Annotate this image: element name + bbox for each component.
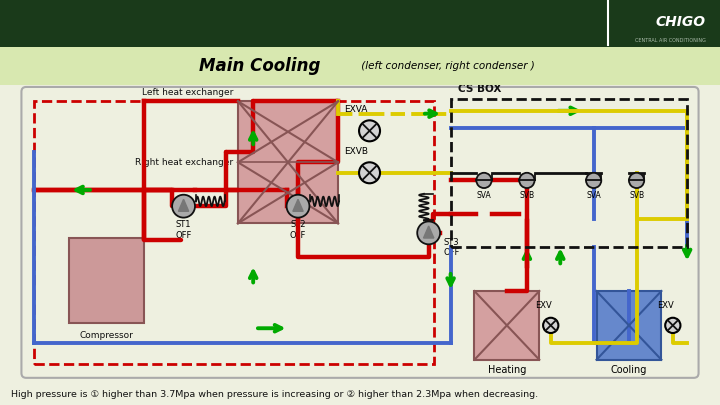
Text: EXVA: EXVA [344,104,368,114]
Text: ST2
OFF: ST2 OFF [290,220,306,240]
Text: CENTRAL AIR CONDITIONING: CENTRAL AIR CONDITIONING [635,38,706,43]
Polygon shape [293,199,303,211]
Text: ST3
OFF: ST3 OFF [444,238,460,257]
Text: Heating: Heating [487,365,526,375]
Text: High pressure is ① higher than 3.7Mpa when pressure is increasing or ② higher th: High pressure is ① higher than 3.7Mpa wh… [11,390,538,399]
Circle shape [172,195,195,217]
Bar [596,291,662,360]
Text: EXV: EXV [657,301,674,310]
Wedge shape [576,16,589,34]
Text: EXVB: EXVB [344,147,368,156]
Text: Left heat exchanger: Left heat exchanger [142,88,233,98]
Circle shape [586,173,601,188]
Text: SVB: SVB [519,191,534,200]
Bar [451,99,687,247]
Text: SVA: SVA [477,191,491,200]
Wedge shape [584,9,600,23]
Circle shape [359,162,380,183]
Circle shape [543,318,559,333]
Circle shape [572,5,606,42]
Text: CHIGO: CHIGO [656,15,706,29]
Polygon shape [179,199,189,211]
FancyBboxPatch shape [22,87,698,378]
Circle shape [665,318,680,333]
Text: Compressor: Compressor [79,331,133,340]
Text: SVA: SVA [586,191,601,200]
Circle shape [417,222,440,244]
Circle shape [519,173,534,188]
Text: Right heat exchanger: Right heat exchanger [135,158,233,167]
Circle shape [287,195,310,217]
Circle shape [629,173,644,188]
Text: Main Cooling: Main Cooling [199,57,320,75]
Bar [69,238,143,324]
Text: Cooling: Cooling [611,365,647,375]
Text: SVB: SVB [629,191,644,200]
Text: EXV: EXV [535,301,552,310]
Text: (left condenser, right condenser ): (left condenser, right condenser ) [358,61,535,70]
Text: CS BOX: CS BOX [458,84,502,94]
Bar [474,291,539,360]
Wedge shape [589,23,601,38]
Polygon shape [423,226,434,238]
Circle shape [585,19,593,28]
Circle shape [477,173,492,188]
Bar [34,101,434,364]
Bar [238,101,338,223]
Text: ST1
OFF: ST1 OFF [176,220,192,240]
Circle shape [359,120,380,141]
